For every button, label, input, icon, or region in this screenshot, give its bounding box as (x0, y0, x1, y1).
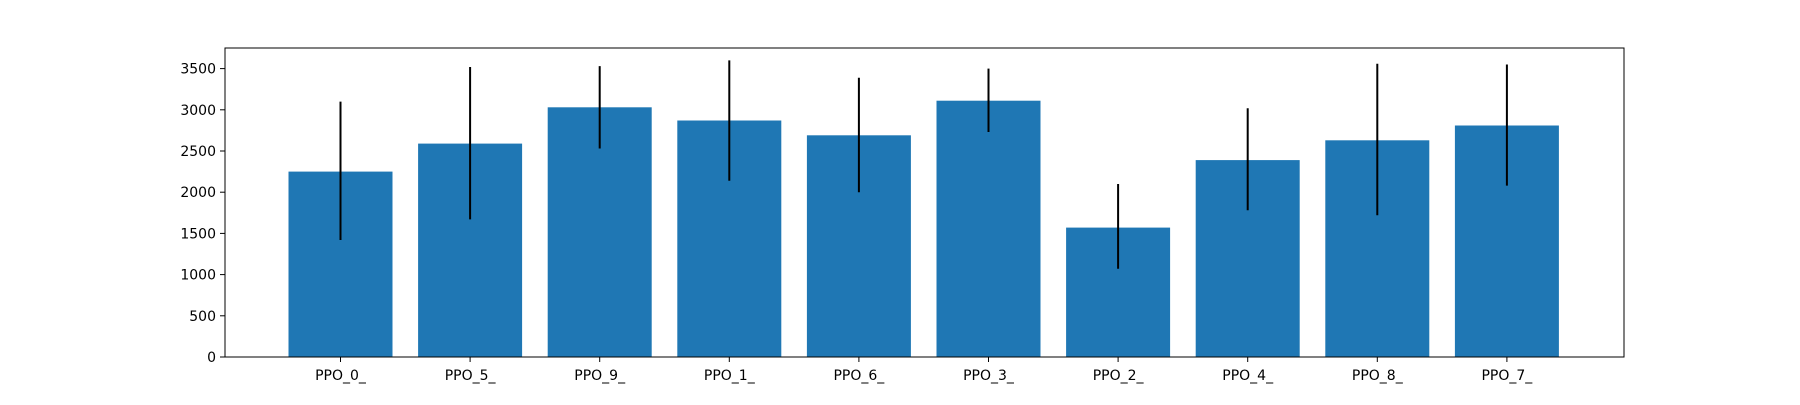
bar-ppo-3 (936, 100, 1041, 357)
x-tick-label: PPO_2_ (1093, 368, 1145, 384)
x-tick-label: PPO_4_ (1222, 368, 1274, 384)
y-tick-label: 500 (189, 309, 216, 325)
y-tick-label: 3500 (180, 62, 216, 78)
x-tick-label: PPO_9_ (574, 368, 626, 384)
y-tick-label: 0 (207, 350, 216, 366)
x-tick-label: PPO_5_ (445, 368, 497, 384)
y-tick-label: 2500 (180, 144, 216, 160)
y-tick-label: 1000 (180, 268, 216, 284)
y-tick-label: 1500 (180, 226, 216, 242)
x-tick-label: PPO_0_ (315, 368, 367, 384)
x-tick-label: PPO_3_ (963, 368, 1015, 384)
y-tick-label: 3000 (180, 103, 216, 119)
x-tick-label: PPO_1_ (704, 368, 756, 384)
x-tick-label: PPO_6_ (833, 368, 885, 384)
x-tick-label: PPO_7_ (1481, 368, 1533, 384)
bar-ppo-9 (547, 107, 652, 357)
x-tick-label: PPO_8_ (1352, 368, 1404, 384)
plot-area-frame (224, 47, 1625, 358)
y-tick-label: 2000 (180, 185, 216, 201)
